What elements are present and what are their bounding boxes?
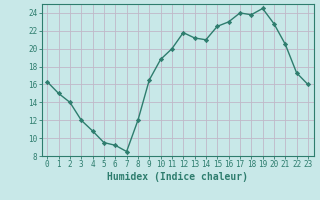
- X-axis label: Humidex (Indice chaleur): Humidex (Indice chaleur): [107, 172, 248, 182]
